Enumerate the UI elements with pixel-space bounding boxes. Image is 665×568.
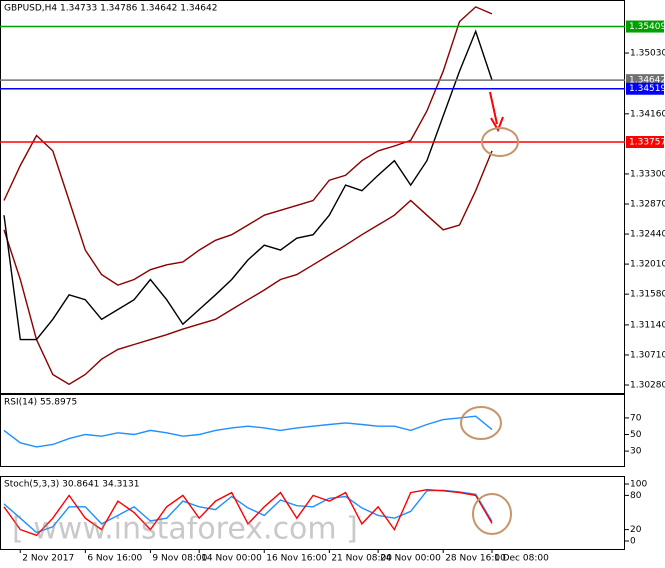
y-tick-label: 30 <box>630 447 642 457</box>
panel-title: Stoch(5,3,3) 30.8641 34.3131 <box>4 480 139 490</box>
y-tick-label: 1.34160 <box>630 109 665 119</box>
panel-title: RSI(14) 55.8975 <box>4 398 77 408</box>
y-tick-label: 1.31140 <box>630 320 665 330</box>
x-tick-label: 14 Nov 00:00 <box>201 554 262 564</box>
series-line <box>3 415 493 448</box>
circle <box>460 406 502 440</box>
level-label: 1.34519 <box>629 84 665 94</box>
panel <box>0 0 625 394</box>
level-box <box>626 82 664 95</box>
y-tick-label: 70 <box>630 413 642 423</box>
circle <box>472 493 512 535</box>
arrow-head <box>490 116 504 133</box>
panel-title: GBPUSD,H4 1.34733 1.34786 1.34642 1.3464… <box>4 4 217 14</box>
arrow <box>489 91 498 125</box>
y-tick-label: 1.35030 <box>630 49 665 59</box>
circle <box>481 127 519 157</box>
level-box <box>626 20 664 33</box>
y-tick-label: 0 <box>630 537 636 547</box>
level-label: 1.33757 <box>629 137 665 147</box>
x-tick-label: 2 Nov 2017 <box>22 554 74 564</box>
series-line <box>3 488 493 537</box>
y-tick-label: 80 <box>630 491 642 501</box>
watermark: [ www.instaforex.com ] <box>12 512 358 547</box>
x-tick-label: 24 Nov 00:00 <box>380 554 441 564</box>
x-tick-label: 28 Nov 16:00 <box>445 554 506 564</box>
annotations <box>460 91 519 535</box>
y-tick-label: 1.30710 <box>630 350 665 360</box>
y-tick-label: 100 <box>630 480 647 490</box>
y-tick-label: 1.32440 <box>630 230 665 240</box>
x-tick-label: 21 Nov 08:00 <box>331 554 392 564</box>
level-label: 1.35409 <box>629 22 665 32</box>
y-tick-label: 1.30280 <box>630 381 665 391</box>
level-label: 1.34642 <box>629 76 665 86</box>
plot-area <box>0 6 625 386</box>
panel <box>0 476 625 550</box>
x-tick-label: 1 Dec 08:00 <box>494 554 549 564</box>
x-tick-label: 16 Nov 16:00 <box>266 554 327 564</box>
y-tick-label: 1.32870 <box>630 199 665 209</box>
x-tick-label: 9 Nov 08:00 <box>152 554 207 564</box>
plot-area <box>3 488 493 537</box>
series-line <box>3 150 493 386</box>
y-tick-label: 1.32010 <box>630 260 665 270</box>
y-tick-label: 1.33300 <box>630 169 665 179</box>
plot-area <box>3 415 493 448</box>
x-tick-label: 6 Nov 16:00 <box>87 554 142 564</box>
y-tick-label: 1.31580 <box>630 290 665 300</box>
y-tick-label: 20 <box>630 525 642 535</box>
panel <box>0 394 625 467</box>
series-line <box>3 489 493 534</box>
y-tick-label: 50 <box>630 430 642 440</box>
level-box <box>626 135 664 148</box>
series-line <box>3 6 493 286</box>
series-line <box>3 29 493 341</box>
